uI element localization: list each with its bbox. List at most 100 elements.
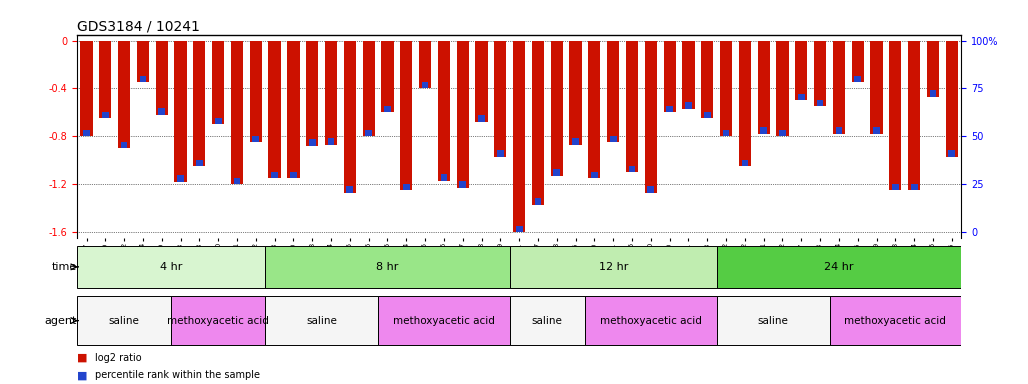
- Text: GDS3184 / 10241: GDS3184 / 10241: [77, 20, 200, 33]
- Bar: [553, 169, 560, 176]
- Bar: [739, 41, 751, 166]
- Bar: [591, 172, 597, 178]
- Bar: [77, 246, 265, 288]
- Bar: [761, 127, 767, 134]
- Bar: [196, 160, 203, 166]
- Bar: [610, 136, 617, 142]
- Bar: [779, 130, 785, 136]
- Text: ■: ■: [77, 370, 87, 380]
- Bar: [137, 41, 149, 83]
- Bar: [666, 106, 673, 113]
- Bar: [177, 175, 184, 182]
- Bar: [648, 186, 654, 193]
- Bar: [456, 41, 469, 188]
- Bar: [741, 160, 748, 166]
- Bar: [798, 94, 805, 100]
- Bar: [929, 90, 937, 97]
- Bar: [513, 41, 525, 232]
- Bar: [419, 41, 431, 88]
- Bar: [830, 296, 961, 345]
- Bar: [717, 296, 830, 345]
- Bar: [460, 181, 466, 188]
- Bar: [685, 102, 692, 109]
- Text: log2 ratio: log2 ratio: [95, 353, 141, 363]
- Text: methoxyacetic acid: methoxyacetic acid: [393, 316, 494, 326]
- Text: saline: saline: [758, 316, 788, 326]
- Bar: [717, 246, 961, 288]
- Bar: [833, 41, 845, 134]
- Bar: [510, 246, 717, 288]
- Bar: [253, 136, 259, 142]
- Text: percentile rank within the sample: percentile rank within the sample: [95, 370, 260, 380]
- Text: methoxyacetic acid: methoxyacetic acid: [600, 316, 702, 326]
- Text: 24 hr: 24 hr: [824, 262, 853, 272]
- Bar: [308, 139, 316, 146]
- Bar: [497, 150, 504, 157]
- Text: ■: ■: [77, 353, 87, 363]
- Bar: [911, 184, 918, 190]
- Bar: [814, 41, 827, 106]
- Bar: [588, 41, 600, 178]
- Bar: [265, 246, 510, 288]
- Bar: [120, 142, 127, 148]
- Bar: [290, 172, 297, 178]
- Bar: [421, 82, 429, 88]
- Bar: [212, 41, 224, 124]
- Bar: [83, 130, 89, 136]
- Text: agent: agent: [45, 316, 77, 326]
- Bar: [873, 127, 880, 134]
- Bar: [570, 41, 582, 145]
- Bar: [927, 41, 940, 97]
- Bar: [704, 112, 710, 118]
- Bar: [80, 41, 93, 136]
- Bar: [231, 41, 243, 184]
- Bar: [629, 166, 635, 172]
- Bar: [494, 41, 507, 157]
- Bar: [102, 112, 109, 118]
- Bar: [363, 41, 375, 136]
- Bar: [663, 41, 675, 113]
- Bar: [381, 41, 394, 113]
- Bar: [441, 174, 447, 180]
- Text: 12 hr: 12 hr: [598, 262, 628, 272]
- Bar: [271, 172, 278, 178]
- Bar: [265, 296, 378, 345]
- Bar: [892, 184, 898, 190]
- Bar: [836, 127, 842, 134]
- Bar: [306, 41, 319, 146]
- Bar: [551, 41, 563, 176]
- Bar: [118, 41, 131, 148]
- Bar: [400, 41, 412, 190]
- Bar: [384, 106, 391, 113]
- Bar: [346, 186, 354, 193]
- Bar: [723, 130, 730, 136]
- Text: saline: saline: [306, 316, 337, 326]
- Bar: [193, 41, 206, 166]
- Text: methoxyacetic acid: methoxyacetic acid: [168, 316, 269, 326]
- Bar: [573, 138, 579, 145]
- Bar: [478, 115, 485, 122]
- Bar: [155, 41, 168, 115]
- Bar: [720, 41, 732, 136]
- Bar: [438, 41, 450, 180]
- Bar: [816, 100, 823, 106]
- Bar: [626, 41, 638, 172]
- Bar: [77, 296, 171, 345]
- Text: 4 hr: 4 hr: [160, 262, 182, 272]
- Bar: [535, 198, 542, 205]
- Bar: [645, 41, 657, 193]
- Bar: [758, 41, 770, 134]
- Bar: [140, 76, 146, 83]
- Bar: [871, 41, 883, 134]
- Bar: [776, 41, 788, 136]
- Text: saline: saline: [531, 316, 562, 326]
- Bar: [889, 41, 902, 190]
- Bar: [531, 41, 544, 205]
- Bar: [908, 41, 920, 190]
- Text: methoxyacetic acid: methoxyacetic acid: [844, 316, 947, 326]
- Bar: [287, 41, 299, 178]
- Bar: [403, 184, 409, 190]
- Bar: [851, 41, 864, 83]
- Bar: [475, 41, 487, 122]
- Bar: [365, 130, 372, 136]
